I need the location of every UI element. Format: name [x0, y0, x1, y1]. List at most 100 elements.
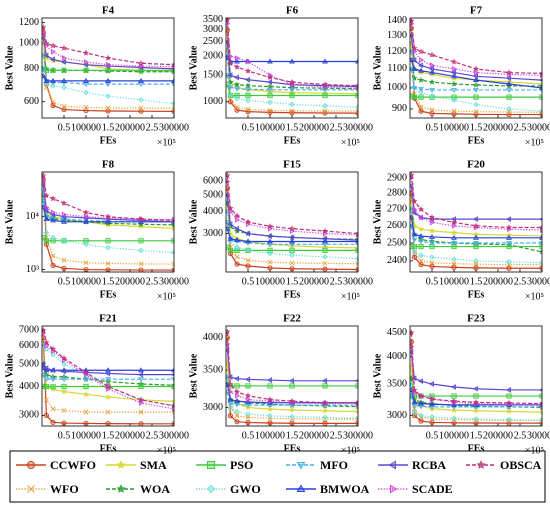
y-axis-label: Best Value: [372, 45, 383, 90]
series-marker: [452, 66, 457, 72]
series-marker: [411, 412, 418, 419]
y-tick-label: 1400: [387, 15, 407, 26]
series-marker: [429, 93, 435, 99]
series-marker: [234, 104, 240, 110]
series-marker: [244, 82, 252, 89]
plot-frame: [41, 325, 175, 427]
subplot: F22 FEs ×10⁵ Best Value 0.5 100000 1.5 200000 2.…: [188, 313, 373, 457]
series-line: [410, 395, 542, 408]
series-marker: [412, 48, 418, 55]
series-marker: [289, 101, 295, 108]
y-axis-label: Best Value: [188, 353, 199, 398]
x-tick-label: 100000: [71, 276, 101, 287]
series-marker: [62, 55, 67, 61]
series-marker: [539, 259, 542, 266]
series-marker: [43, 77, 50, 83]
series-marker: [267, 420, 273, 426]
legend-label: PSO: [230, 458, 253, 472]
series-line: [226, 350, 358, 382]
series-marker: [267, 250, 273, 257]
series-marker: [171, 377, 174, 383]
series-marker: [429, 69, 435, 75]
series-marker: [171, 261, 174, 267]
series-line: [42, 37, 174, 70]
series-marker: [355, 104, 358, 110]
x-tick-label: 200000: [483, 122, 513, 133]
series-marker: [61, 238, 67, 244]
series-marker: [506, 393, 512, 399]
series-marker: [44, 342, 50, 349]
series-group: [226, 18, 358, 116]
series-line: [226, 187, 358, 265]
series-marker: [321, 227, 329, 234]
y-tick-label: 3000: [387, 410, 407, 421]
series-marker: [267, 377, 272, 383]
y-tick-label: 2000: [203, 51, 223, 62]
series-marker: [321, 81, 329, 88]
y-tick-label: 3500: [387, 378, 407, 389]
series-marker: [171, 82, 174, 88]
series-marker: [411, 45, 418, 51]
series-marker: [289, 247, 295, 253]
series-marker: [105, 377, 111, 383]
series-marker: [43, 339, 50, 346]
series-marker: [227, 221, 233, 228]
series-marker: [43, 229, 50, 236]
series-marker: [233, 63, 241, 70]
series-marker: [244, 67, 252, 74]
x-tick-label: 2.5: [330, 430, 343, 441]
series-marker: [227, 381, 234, 388]
legend-marker: [27, 485, 35, 493]
series-marker: [267, 265, 273, 271]
series-line: [42, 337, 174, 413]
series-marker: [245, 263, 251, 269]
series-marker: [60, 388, 68, 395]
x-axis-exponent: ×10⁵: [525, 137, 544, 148]
series-marker: [429, 87, 435, 93]
series-marker: [244, 392, 252, 399]
series-marker: [227, 405, 233, 411]
series-marker: [83, 238, 89, 244]
series-marker: [245, 238, 251, 244]
subplot: F15 FEs ×10⁵ Best Value 0.5 100000 1.5 200000 2.…: [188, 159, 373, 303]
series-marker: [418, 261, 424, 268]
x-axis-label: FEs: [284, 289, 301, 300]
y-tick-label: 10⁴: [26, 211, 40, 222]
series-marker: [419, 214, 424, 221]
x-tick-label: 100000: [255, 276, 285, 287]
series-line: [42, 363, 174, 376]
x-tick-label: 300000: [159, 430, 189, 441]
series-marker: [429, 241, 435, 247]
x-tick-label: 0.5: [58, 276, 71, 287]
series-marker: [411, 94, 417, 100]
series-marker: [170, 217, 174, 224]
series-marker: [428, 395, 436, 402]
series-line: [410, 351, 542, 391]
series-marker: [234, 261, 240, 267]
series-marker: [429, 401, 435, 407]
series-marker: [105, 421, 111, 426]
series-marker: [428, 227, 436, 234]
x-axis-label: FEs: [100, 289, 117, 300]
series-marker: [105, 77, 111, 83]
series-marker: [43, 40, 50, 47]
x-tick-label: 1.5: [470, 122, 483, 133]
series-marker: [289, 377, 294, 384]
y-axis-label: Best Value: [372, 353, 383, 398]
series-marker: [322, 254, 328, 260]
series-marker: [539, 417, 542, 424]
series-line: [410, 341, 542, 421]
y-tick-label: 1500: [203, 70, 223, 81]
series-marker: [473, 234, 479, 240]
x-tick-label: 2.5: [146, 122, 159, 133]
y-tick-label: 1200: [387, 46, 407, 57]
series-marker: [42, 361, 46, 367]
series-marker: [322, 266, 328, 272]
series-marker: [267, 87, 273, 93]
subplot-title: F21: [99, 313, 117, 325]
x-axis-label: FEs: [468, 443, 485, 454]
plot-frame: [225, 171, 359, 273]
series-marker: [246, 58, 251, 65]
series-marker: [49, 195, 57, 202]
series-marker: [429, 260, 435, 266]
